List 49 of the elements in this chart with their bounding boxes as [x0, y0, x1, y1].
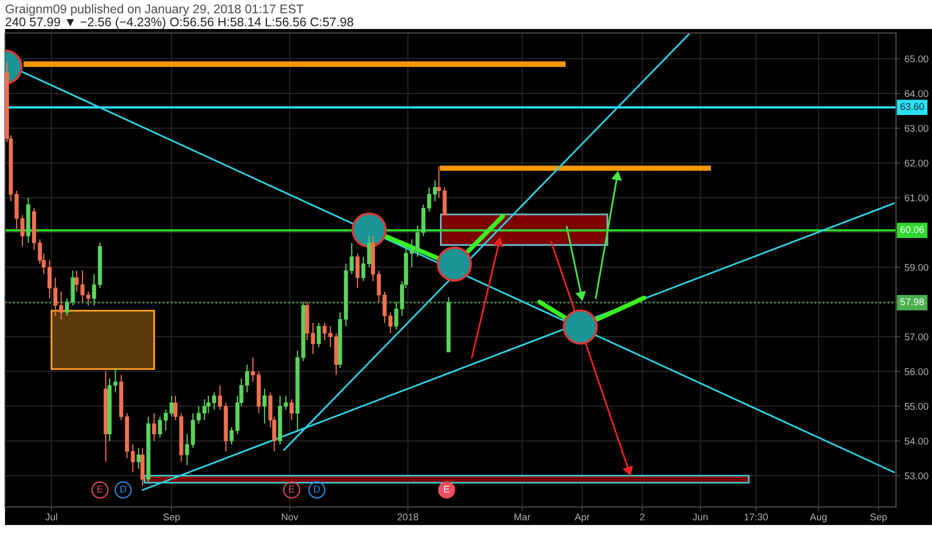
x-tick-label: 2018	[398, 514, 418, 520]
y-tick-label: 54.00	[904, 438, 928, 445]
x-tick-label: Nov	[282, 514, 298, 520]
x-tick-label: Jul	[45, 513, 58, 520]
annotation: E	[444, 486, 450, 492]
chart-title: Graignm09 published on January 29, 2018 01:17 EST	[6, 4, 304, 16]
x-tick-label: 17:30	[744, 514, 768, 520]
y-tick-label: 56.00	[904, 368, 928, 376]
annotation: E	[289, 486, 294, 492]
candlestick	[92, 274, 96, 306]
candlestick	[316, 322, 321, 348]
candlestick	[262, 388, 267, 424]
y-tick-label: 63.00	[904, 124, 928, 132]
y-tick-label: 61.00	[904, 194, 928, 202]
x-tick-label: Sep	[870, 514, 887, 522]
y-tick-label: 55.00	[904, 402, 928, 410]
candlestick	[20, 214, 24, 247]
candlestick	[185, 433, 190, 466]
ref-line-label: 60.06	[900, 226, 924, 233]
y-tick-label: 65.00	[904, 55, 928, 62]
x-tick-label: Mar	[514, 514, 530, 520]
candlestick	[322, 322, 327, 341]
candlestick	[74, 270, 79, 292]
annotation: D	[120, 486, 126, 492]
x-tick-label: 2	[640, 514, 644, 520]
x-tick-label: Jun	[692, 514, 708, 520]
candlestick	[113, 367, 118, 393]
candlestick	[356, 252, 360, 289]
candlestick	[310, 322, 315, 355]
x-tick-label: Apr	[574, 514, 590, 522]
annotation: E	[97, 486, 103, 492]
x-tick-label: Aug	[810, 514, 827, 522]
ref-line-label: 57.98	[900, 298, 924, 306]
ref-line-label: 63.60	[900, 103, 924, 110]
y-tick-label: 59.00	[904, 264, 928, 271]
candlestick	[230, 426, 234, 446]
y-tick-label: 64.00	[904, 90, 928, 98]
candlestick	[152, 412, 156, 442]
candlestick	[388, 312, 392, 334]
annotation: D	[314, 486, 320, 492]
candlestick	[130, 444, 135, 473]
candlestick	[136, 447, 141, 470]
x-tick-label: Sep	[163, 514, 180, 522]
candlestick	[290, 398, 294, 421]
chart-subtitle: 240 57.99 ▼ −2.56 (−4.23%) O:56.56 H:58.14 L:56.56 C:57.98	[6, 17, 354, 29]
y-tick-label: 62.00	[904, 160, 928, 167]
y-tick-label: 53.00	[904, 472, 928, 480]
candlestick	[284, 395, 288, 410]
y-tick-label: 57.00	[904, 333, 928, 340]
